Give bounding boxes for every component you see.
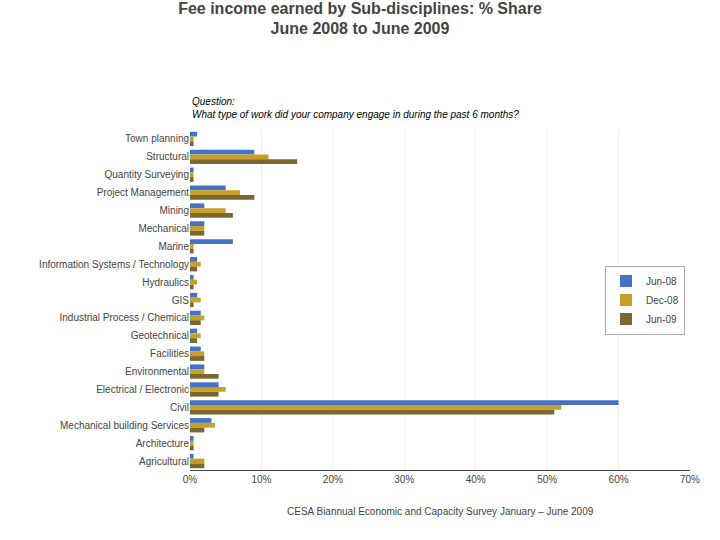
svg-text:Jun-08: Jun-08 xyxy=(646,276,677,287)
svg-text:Agricultural: Agricultural xyxy=(139,456,189,467)
svg-text:Architecture: Architecture xyxy=(136,438,190,449)
svg-text:Fee income earned by Sub-disci: Fee income earned by Sub-disciplines: % … xyxy=(178,0,542,37)
svg-text:Industrial Process / Chemical: Industrial Process / Chemical xyxy=(60,312,190,323)
svg-text:Marine: Marine xyxy=(158,241,189,252)
svg-text:Information Systems / Technolo: Information Systems / Technology xyxy=(39,259,189,270)
svg-text:Geotechnical: Geotechnical xyxy=(131,330,189,341)
svg-text:Environmental: Environmental xyxy=(125,366,189,377)
svg-text:20%: 20% xyxy=(323,474,343,485)
svg-text:Mechanical building Services: Mechanical building Services xyxy=(60,420,189,431)
svg-text:50%: 50% xyxy=(537,474,557,485)
svg-text:Jun-09: Jun-09 xyxy=(646,314,677,325)
svg-text:Electrical / Electronic: Electrical / Electronic xyxy=(96,384,189,395)
svg-text:Facilities: Facilities xyxy=(150,348,189,359)
svg-text:Town planning: Town planning xyxy=(125,133,189,144)
svg-text:60%: 60% xyxy=(609,474,629,485)
svg-text:Mining: Mining xyxy=(160,205,189,216)
svg-text:0%: 0% xyxy=(183,474,198,485)
svg-text:Structural: Structural xyxy=(146,151,189,162)
svg-text:Mechanical: Mechanical xyxy=(138,223,189,234)
svg-text:40%: 40% xyxy=(466,474,486,485)
svg-text:Question:What type of work did: Question:What type of work did your comp… xyxy=(192,96,519,120)
svg-text:10%: 10% xyxy=(251,474,271,485)
svg-text:70%: 70% xyxy=(680,474,700,485)
svg-text:Project Management: Project Management xyxy=(97,187,189,198)
svg-text:Dec-08: Dec-08 xyxy=(646,295,679,306)
svg-text:30%: 30% xyxy=(394,474,414,485)
svg-text:GIS: GIS xyxy=(172,295,190,306)
svg-text:Civil: Civil xyxy=(170,402,189,413)
svg-text:CESA Biannual Economic and Cap: CESA Biannual Economic and Capacity Surv… xyxy=(287,506,594,517)
svg-text:Quantity Surveying: Quantity Surveying xyxy=(105,169,190,180)
svg-text:Hydraulics: Hydraulics xyxy=(142,277,189,288)
